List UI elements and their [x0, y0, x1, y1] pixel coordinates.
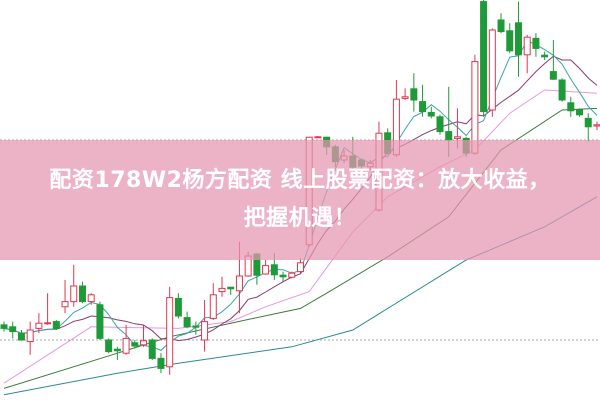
candle-up — [288, 272, 296, 278]
title-banner: 配资178W2杨方配资 线上股票配资：放大收益， 把握机遇！ — [0, 140, 600, 260]
candle-down — [17, 332, 25, 341]
candle-down — [148, 339, 156, 359]
candle-up — [122, 337, 130, 354]
candle-down — [192, 325, 200, 328]
candle-down — [227, 286, 235, 290]
candle-down — [436, 116, 444, 133]
candle-down — [52, 321, 60, 329]
candle-down — [0, 324, 8, 329]
candle-down — [105, 339, 113, 353]
candle-down — [558, 79, 566, 101]
candle-down — [419, 101, 427, 113]
candle-down — [506, 30, 514, 52]
candle-down — [576, 109, 584, 116]
candle-up — [70, 285, 78, 303]
candle-down — [532, 37, 540, 49]
candle-down — [183, 317, 191, 328]
candle-up — [201, 321, 209, 341]
candle-down — [567, 102, 575, 112]
candle-up — [209, 294, 217, 319]
candle-down — [157, 357, 165, 369]
candle-down — [270, 264, 278, 276]
candle-down — [480, 1, 488, 113]
candle-up — [453, 136, 461, 139]
candle-up — [61, 301, 69, 308]
candle-up — [44, 322, 52, 325]
candle-up — [140, 340, 148, 346]
banner-line-2: 把握机遇！ — [243, 206, 357, 231]
candle-up — [401, 96, 409, 99]
candle-down — [541, 54, 549, 58]
candle-up — [235, 275, 243, 292]
candle-down — [497, 19, 505, 33]
candle-down — [78, 285, 86, 303]
candle-down — [427, 111, 435, 117]
candle-up — [35, 322, 43, 329]
candle-up — [87, 294, 95, 303]
candle-down — [9, 326, 17, 333]
candle-up — [314, 136, 322, 139]
candle-up — [218, 287, 226, 293]
candle-down — [549, 71, 557, 80]
candle-up — [488, 29, 496, 111]
candle-down — [514, 22, 522, 56]
candle-down — [279, 274, 287, 278]
candle-down — [113, 348, 121, 352]
candle-up — [523, 36, 531, 56]
candle-down — [131, 342, 139, 347]
candle-down — [445, 131, 453, 141]
candle-down — [174, 297, 182, 317]
candle-down — [410, 88, 418, 101]
candle-up — [26, 329, 34, 343]
banner-line-1: 配资178W2杨方配资 线上股票配资：放大收益， — [49, 168, 551, 193]
candle-down — [96, 304, 104, 339]
candle-down — [584, 117, 592, 128]
candle-up — [166, 297, 174, 368]
candle-up — [593, 124, 600, 127]
candle-up — [296, 262, 304, 273]
candle-up — [262, 265, 270, 275]
